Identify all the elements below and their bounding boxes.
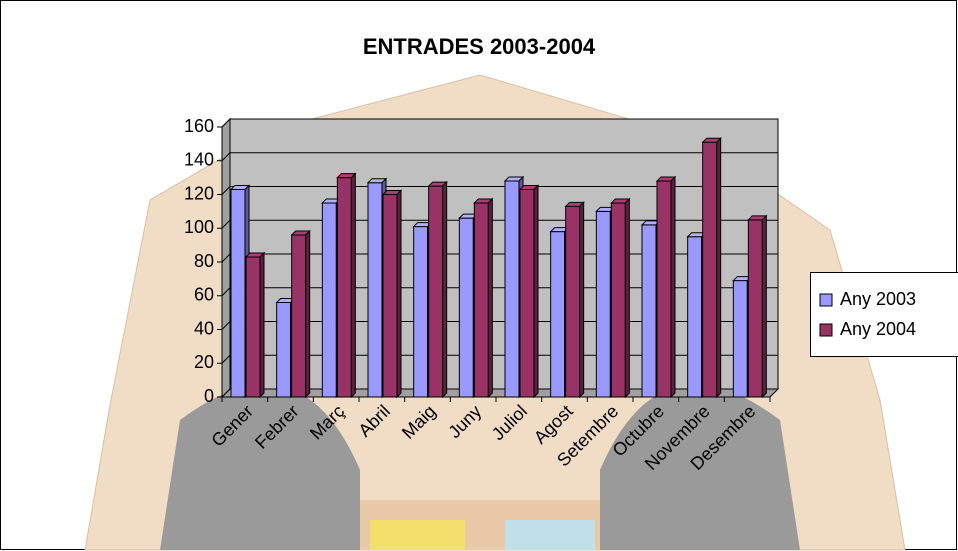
bar: [427, 180, 448, 399]
bar-front: [519, 188, 535, 398]
y-tick-label: 100: [184, 217, 214, 237]
bar-side: [259, 251, 265, 399]
y-tick-label: 160: [184, 116, 214, 136]
grid-line: [221, 253, 778, 263]
bar-side: [761, 214, 767, 399]
grid-line: [221, 388, 778, 398]
bar-front: [656, 180, 672, 398]
bar-front: [367, 182, 383, 398]
y-tick-label: 20: [194, 352, 214, 372]
bar: [336, 172, 357, 399]
bar: [655, 175, 677, 399]
bar-side: [533, 184, 539, 399]
bar-front: [458, 217, 474, 398]
bar-front: [382, 194, 398, 398]
bar: [290, 229, 311, 399]
legend: Any 2003 Any 2004: [810, 272, 958, 357]
bar-front: [413, 226, 429, 398]
bar-side: [624, 197, 630, 399]
bar: [747, 214, 768, 399]
bar-front: [291, 234, 307, 398]
bar: [381, 189, 403, 399]
grid-line: [221, 186, 778, 195]
bar-front: [641, 224, 657, 398]
y-tick-label: 120: [184, 183, 214, 203]
grid-line: [221, 354, 778, 364]
bar: [518, 184, 540, 399]
legend-box: [810, 272, 958, 357]
bar-side: [579, 201, 585, 399]
bar-front: [565, 205, 581, 398]
legend-label: Any 2004: [840, 319, 916, 339]
bar-side: [442, 180, 448, 399]
y-tick-label: 80: [194, 251, 214, 271]
grid-line: [221, 321, 778, 330]
legend-swatch: [819, 323, 833, 337]
bar-front: [702, 141, 718, 398]
grid-line: [221, 287, 778, 297]
bar-front: [732, 280, 748, 398]
bar-front: [230, 188, 246, 398]
bar-side: [670, 175, 676, 399]
legend-label: Any 2003: [840, 289, 916, 309]
bar: [610, 197, 631, 399]
bar-front: [504, 180, 520, 398]
bar: [564, 201, 585, 399]
y-tick-label: 140: [184, 150, 214, 170]
bar-side: [487, 197, 493, 399]
y-tick-label: 0: [204, 386, 214, 406]
bar-front: [687, 236, 703, 398]
bar-side: [716, 136, 722, 399]
chart-title: ENTRADES 2003-2004: [363, 34, 596, 59]
bar-front: [473, 202, 489, 398]
bar-side: [396, 189, 402, 399]
bar-front: [321, 202, 337, 398]
bar-front: [428, 185, 444, 398]
grid-line: [221, 219, 778, 229]
y-tick-label: 60: [194, 285, 214, 305]
bar-front: [550, 231, 566, 398]
bar-front: [336, 177, 352, 398]
bar: [244, 251, 266, 399]
bar-side: [350, 172, 356, 399]
bar-front: [276, 302, 292, 398]
y-tick-label: 40: [194, 318, 214, 338]
bar-front: [610, 202, 626, 398]
bar: [473, 197, 494, 399]
grid-line: [221, 118, 778, 128]
bar-front: [747, 219, 763, 398]
bar: [701, 136, 722, 399]
bar-side: [305, 229, 311, 399]
bar-front: [595, 210, 611, 398]
legend-swatch: [819, 293, 833, 307]
bar-front: [245, 256, 261, 398]
grid-line: [221, 152, 778, 162]
